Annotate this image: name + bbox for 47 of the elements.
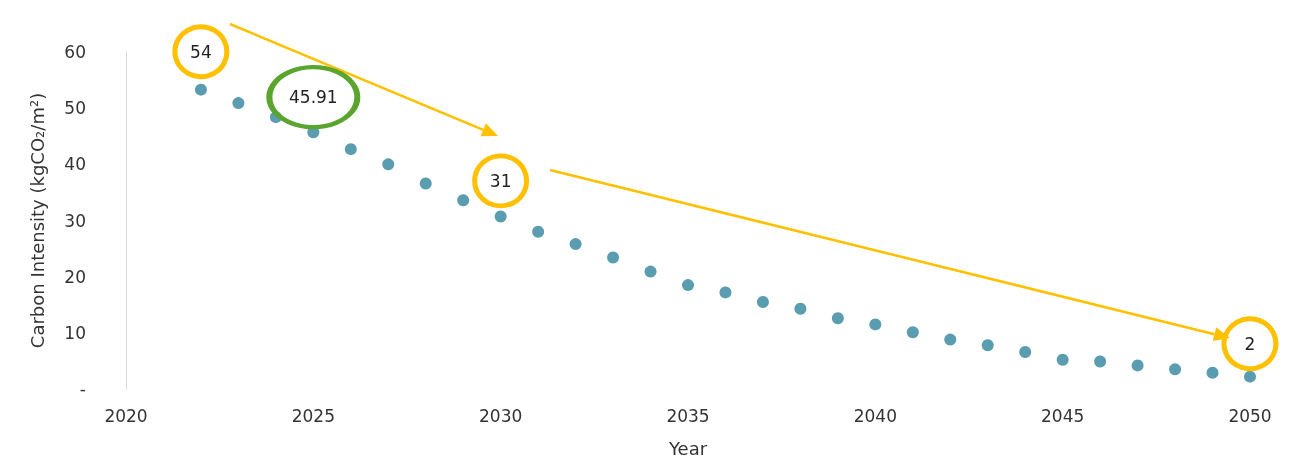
point [194, 83, 207, 96]
point [944, 333, 957, 346]
point [382, 158, 395, 171]
point [1131, 359, 1144, 372]
point [644, 265, 657, 278]
x-tick-label: 2045 [1041, 405, 1085, 426]
x-tick-label: 2040 [853, 405, 897, 426]
y-tick-label: 10 [64, 322, 86, 343]
point [494, 210, 507, 223]
annotation: 2 [1244, 333, 1256, 354]
point [831, 312, 844, 325]
point [794, 302, 807, 315]
point [869, 318, 882, 331]
y-tick-label: 20 [64, 266, 86, 287]
point [569, 238, 582, 251]
x-tick-label: 2020 [104, 405, 148, 426]
y-tick-label: 30 [64, 210, 86, 231]
point [1056, 353, 1069, 366]
point [419, 177, 432, 190]
annotation: 45.91 [289, 87, 338, 108]
point [682, 279, 694, 292]
point [1244, 370, 1256, 383]
x-tick-label: 2030 [479, 405, 523, 426]
y-tick-label: - [79, 379, 86, 399]
point [344, 143, 357, 156]
x-axis-title: Year [667, 437, 708, 459]
point [607, 251, 620, 264]
point [532, 225, 545, 238]
point [232, 97, 245, 110]
point [756, 295, 769, 308]
point [981, 339, 994, 352]
annotation: 31 [489, 170, 512, 191]
x-tick-label: 2035 [666, 405, 710, 426]
y-tick-label: 40 [64, 154, 86, 175]
point [1094, 355, 1107, 368]
annotation: 54 [190, 41, 212, 62]
point [457, 194, 470, 207]
x-tick-label: 2025 [291, 405, 335, 426]
point [1169, 363, 1182, 376]
point [1206, 366, 1219, 379]
y-tick-label: 50 [64, 98, 86, 119]
point [1019, 345, 1032, 358]
y-tick-label: 60 [64, 42, 86, 62]
y-axis-title: Carbon Intensity (kgCO₂/m²) [26, 92, 48, 349]
point [906, 326, 919, 339]
point [719, 286, 732, 299]
x-tick-label: 2050 [1228, 405, 1272, 426]
